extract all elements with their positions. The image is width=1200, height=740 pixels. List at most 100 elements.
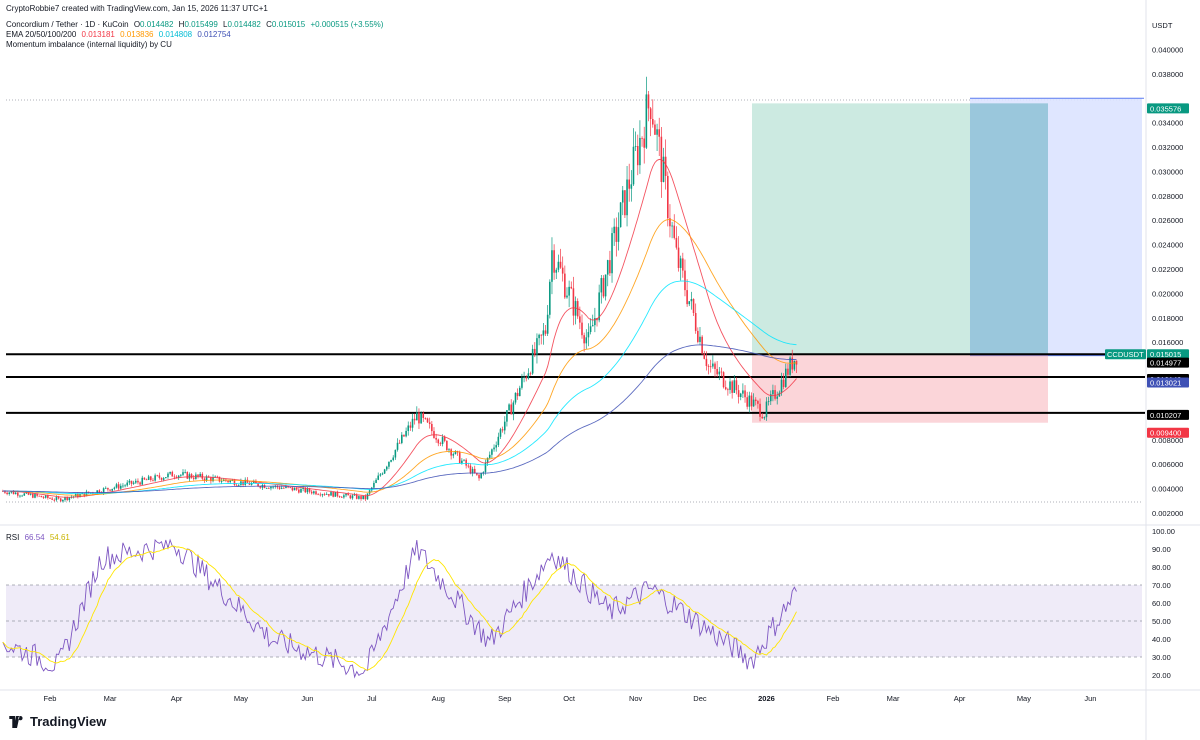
candle-body [647, 94, 650, 109]
candle-body [317, 494, 319, 496]
candle-body [739, 393, 742, 397]
candle-body [714, 363, 716, 369]
candle-body [34, 494, 36, 498]
candle-body [272, 486, 274, 488]
candle-body [334, 491, 337, 497]
candle-body [44, 495, 47, 498]
candle-body [767, 401, 770, 403]
candle-body [109, 489, 111, 491]
candle-body [789, 357, 791, 375]
tradingview-logo[interactable]: TradingView [8, 714, 106, 729]
candle-body [546, 314, 549, 334]
candle-body [641, 137, 643, 139]
candle-body [703, 353, 706, 359]
indicator-legend[interactable]: Momentum imbalance (internal liquidity) … [6, 40, 172, 49]
candle-body [107, 487, 109, 490]
ema-label[interactable]: EMA 20/50/100/200 [6, 30, 77, 39]
candle-body [654, 124, 656, 135]
candle-body [135, 480, 137, 483]
symbol-legend: Concordium / Tether · 1D · KuCoin O0.014… [6, 20, 386, 30]
candle-body [42, 497, 45, 498]
candle-body [377, 475, 380, 480]
candle-body [304, 487, 307, 493]
candle-body [617, 227, 620, 242]
candle-body [130, 480, 133, 484]
candle-body [669, 218, 671, 227]
price-label-text: 0.035576 [1150, 104, 1181, 113]
ema200-value: 0.012754 [197, 30, 231, 39]
candle-body [150, 476, 152, 480]
candle-body [564, 273, 566, 298]
candle-body [29, 493, 32, 495]
candle-body [606, 260, 609, 275]
candle-body [697, 330, 699, 342]
candle-body [122, 485, 124, 487]
candle-body [757, 401, 759, 404]
candle-body [673, 225, 676, 238]
rsi-tick-label: 100.00 [1152, 527, 1175, 536]
price-label-box [1147, 103, 1189, 114]
candle-body [709, 366, 712, 368]
candle-body [499, 429, 502, 437]
rsi-label[interactable]: RSI [6, 533, 20, 542]
candle-body [4, 491, 6, 493]
candle-body [313, 491, 315, 494]
candle-body [347, 493, 349, 496]
candle-body [51, 498, 53, 500]
candle-body [604, 274, 607, 297]
candle-body [718, 371, 721, 375]
candle-body [463, 459, 465, 461]
candle-body [716, 368, 718, 375]
rsi-tick-label: 50.00 [1152, 617, 1171, 626]
candle-body [682, 258, 684, 271]
candle-body [32, 493, 34, 498]
candle-body [36, 494, 38, 496]
candle-body [111, 488, 114, 491]
time-tick-label: Dec [693, 694, 707, 703]
candle-body [407, 425, 410, 431]
candle-body [737, 390, 740, 397]
symbol-title[interactable]: Concordium / Tether · 1D · KuCoin [6, 20, 129, 29]
candle-body [508, 404, 510, 411]
price-tick-label: 0.008000 [1152, 436, 1183, 445]
candle-body [795, 360, 798, 365]
candle-body [486, 457, 489, 463]
candle-body [156, 475, 159, 477]
candle-body [476, 473, 478, 475]
candle-body [379, 474, 382, 476]
candle-body [712, 363, 714, 367]
candle-body [534, 348, 536, 355]
candle-body [587, 332, 590, 338]
candle-body [752, 399, 755, 407]
candle-body [658, 129, 661, 137]
candle-body [527, 373, 530, 379]
rsi-ma-value: 54.61 [49, 533, 70, 542]
candle-body [401, 434, 403, 444]
candle-body [782, 379, 785, 387]
candle-body [557, 261, 560, 270]
candle-body [694, 312, 697, 331]
candle-body [600, 278, 603, 293]
ema-legend: EMA 20/50/100/200 0.013181 0.013836 0.01… [6, 30, 234, 40]
candle-body [748, 395, 751, 407]
candle-body [201, 473, 204, 479]
rsi-tick-label: 20.00 [1152, 671, 1171, 680]
rsi-legend: RSI 66.54 54.61 [6, 533, 73, 543]
candle-body [750, 395, 753, 407]
price-tick-label: 0.016000 [1152, 338, 1183, 347]
ema50-value: 0.013836 [120, 30, 154, 39]
candle-body [338, 496, 341, 498]
candle-body [649, 108, 652, 119]
candle-body [351, 495, 354, 499]
candle-body [38, 495, 41, 497]
candle-body [143, 477, 146, 480]
candle-body [639, 137, 641, 166]
candle-body [559, 261, 562, 268]
candle-body [162, 478, 165, 480]
candle-body [385, 466, 388, 470]
candle-body [572, 288, 575, 316]
candle-body [473, 468, 476, 474]
candle-body [448, 449, 450, 451]
candle-body [664, 156, 667, 176]
